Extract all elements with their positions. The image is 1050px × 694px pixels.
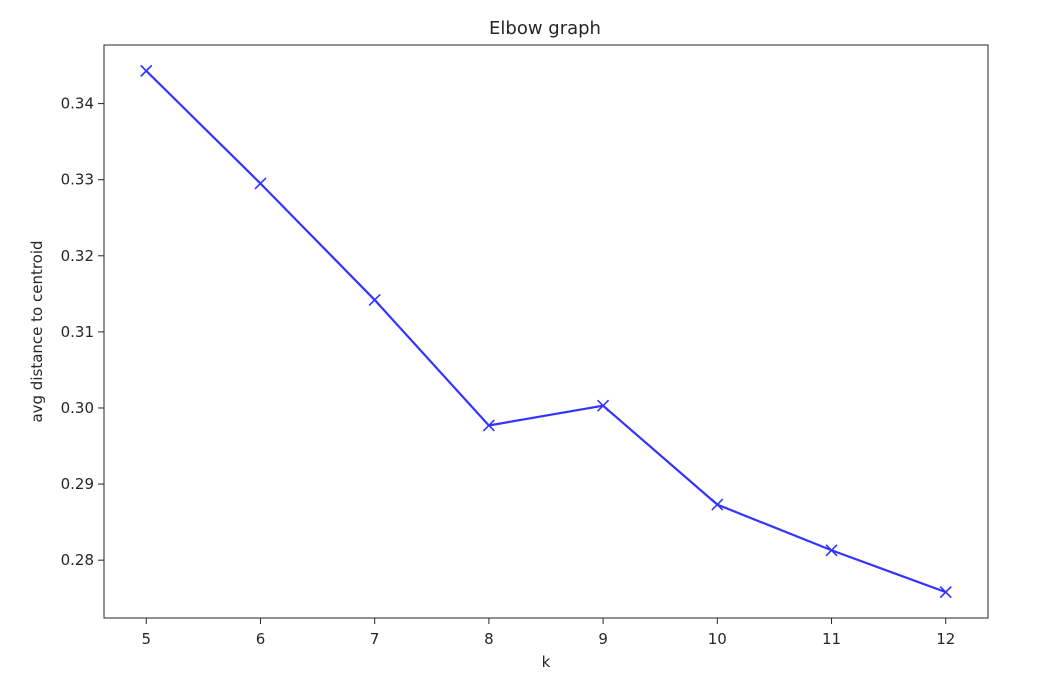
- x-axis-ticks: 5 6 7 8 9 10 11 12: [141, 618, 955, 648]
- data-point-marker: [140, 64, 153, 77]
- data-point-marker: [711, 498, 724, 511]
- x-tick-label: 12: [936, 630, 955, 648]
- y-tick-label: 0.31: [61, 323, 94, 341]
- data-point-marker: [254, 177, 267, 190]
- data-point-marker: [482, 419, 495, 432]
- y-axis-label: avg distance to centroid: [28, 240, 46, 422]
- x-tick-label: 8: [484, 630, 494, 648]
- plot-area: [140, 64, 952, 599]
- axes-frame: [103, 44, 989, 619]
- data-point-marker: [939, 586, 952, 599]
- chart-title: Elbow graph: [489, 18, 601, 39]
- x-tick-label: 11: [822, 630, 841, 648]
- x-tick-label: 10: [708, 630, 727, 648]
- y-tick-label: 0.34: [61, 95, 94, 113]
- x-tick-label: 5: [141, 630, 151, 648]
- y-tick-label: 0.32: [61, 247, 94, 265]
- data-point-marker: [825, 544, 838, 557]
- y-tick-label: 0.29: [61, 475, 94, 493]
- y-tick-label: 0.33: [61, 171, 94, 189]
- y-axis-ticks: 0.28 0.29 0.30 0.31 0.32 0.33 0.34: [61, 95, 104, 569]
- y-tick-label: 0.30: [61, 399, 94, 417]
- x-tick-label: 7: [370, 630, 380, 648]
- data-point-marker: [597, 399, 610, 412]
- data-point-marker: [368, 293, 381, 306]
- y-tick-label: 0.28: [61, 551, 94, 569]
- x-tick-label: 9: [598, 630, 608, 648]
- x-tick-label: 6: [256, 630, 266, 648]
- x-axis-label: k: [542, 653, 551, 671]
- series-line: [145, 70, 947, 594]
